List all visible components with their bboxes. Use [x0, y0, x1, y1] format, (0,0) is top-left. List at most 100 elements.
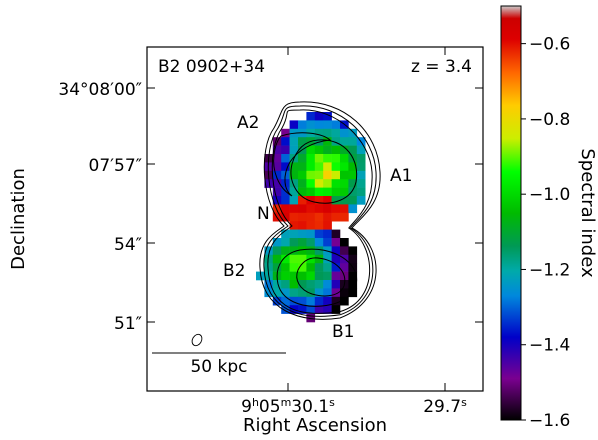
- map-pixel: [323, 288, 332, 298]
- map-pixel: [264, 288, 274, 298]
- map-pixel: [272, 145, 282, 155]
- map-pixel: [298, 196, 307, 205]
- map-pixel: [314, 238, 324, 247]
- map-pixel: [281, 254, 290, 264]
- map-pixel: [331, 305, 341, 314]
- map-pixel: [323, 145, 332, 155]
- map-pixel: [298, 212, 307, 222]
- map-pixel: [306, 187, 316, 197]
- y-axis-title: Declination: [8, 168, 29, 270]
- map-pixel: [356, 179, 366, 188]
- map-pixel: [281, 187, 290, 197]
- component-label-b1: B1: [332, 322, 354, 342]
- map-pixel: [348, 162, 358, 172]
- map-pixel: [289, 204, 299, 214]
- map-pixel: [314, 246, 324, 256]
- map-pixel: [340, 296, 349, 306]
- map-pixel: [323, 162, 332, 172]
- map-pixel: [272, 162, 282, 172]
- map-pixel: [348, 246, 358, 256]
- map-pixel: [298, 187, 307, 197]
- map-pixel: [298, 120, 307, 130]
- map-pixel: [331, 296, 341, 306]
- map-pixel: [340, 238, 349, 247]
- map-pixel: [323, 280, 332, 289]
- map-pixel: [323, 179, 332, 188]
- map-pixel: [348, 280, 358, 289]
- map-pixel: [356, 196, 366, 205]
- map-pixel: [323, 296, 332, 306]
- map-pixel: [306, 305, 316, 314]
- map-pixel: [323, 305, 332, 314]
- map-pixel: [298, 170, 307, 180]
- map-pixel: [314, 271, 324, 281]
- map-pixel: [289, 145, 299, 155]
- map-pixel: [314, 204, 324, 214]
- map-pixel: [331, 288, 341, 298]
- map-pixel: [272, 187, 282, 197]
- y-tick-label: 51″: [114, 314, 142, 334]
- map-pixel: [340, 162, 349, 172]
- map-pixel: [272, 170, 282, 180]
- map-pixel: [306, 120, 316, 130]
- map-pixel: [298, 263, 307, 272]
- colorbar-tick-label: −1.0: [529, 185, 570, 205]
- map-pixel: [306, 246, 316, 256]
- map-pixel: [323, 128, 332, 138]
- map-pixel: [298, 238, 307, 247]
- map-pixel: [289, 187, 299, 197]
- map-pixel: [281, 238, 290, 247]
- map-pixel: [314, 229, 324, 239]
- map-pixel: [298, 179, 307, 188]
- contour-outer: [259, 101, 381, 320]
- map-pixel: [264, 246, 274, 256]
- colorbar-tick-label: −1.2: [529, 260, 570, 280]
- map-pixel: [323, 187, 332, 197]
- map-pixel: [306, 212, 316, 222]
- map-pixel: [323, 271, 332, 281]
- map-pixel: [331, 179, 341, 188]
- map-pixel: [306, 229, 316, 239]
- map-pixel: [356, 170, 366, 180]
- map-pixel: [331, 120, 341, 130]
- contour-a2: [273, 132, 332, 197]
- map-pixel: [323, 137, 332, 146]
- map-pixel: [348, 196, 358, 205]
- map-pixel: [289, 271, 299, 281]
- map-pixel: [264, 280, 274, 289]
- map-pixel: [272, 154, 282, 163]
- contour-inner: [267, 109, 373, 314]
- map-pixel: [314, 179, 324, 188]
- map-pixel: [306, 179, 316, 188]
- map-pixel: [356, 154, 366, 163]
- map-pixel: [289, 288, 299, 298]
- map-pixel: [331, 187, 341, 197]
- map-pixel: [281, 296, 290, 306]
- map-pixel: [340, 137, 349, 146]
- map-pixel: [298, 280, 307, 289]
- map-pixel: [331, 271, 341, 281]
- map-pixel: [323, 238, 332, 247]
- map-pixel: [298, 137, 307, 146]
- map-pixel: [314, 112, 324, 121]
- map-pixel: [314, 162, 324, 172]
- x-tick-label: 29.7s: [423, 396, 467, 417]
- map-pixel: [331, 212, 341, 222]
- map-pixel: [306, 112, 316, 121]
- map-pixel: [340, 179, 349, 188]
- map-pixel: [356, 145, 366, 155]
- colorbar-tick-label: −0.6: [529, 35, 570, 55]
- map-pixel: [272, 280, 282, 289]
- map-pixel: [264, 254, 274, 264]
- map-pixel: [340, 187, 349, 197]
- map-pixel: [298, 296, 307, 306]
- map-pixel: [314, 305, 324, 314]
- map-pixel: [306, 196, 316, 205]
- map-pixel: [323, 204, 332, 214]
- map-pixel: [314, 120, 324, 130]
- map-pixel: [306, 154, 316, 163]
- map-pixel: [289, 162, 299, 172]
- map-pixel: [340, 145, 349, 155]
- map-pixel: [281, 280, 290, 289]
